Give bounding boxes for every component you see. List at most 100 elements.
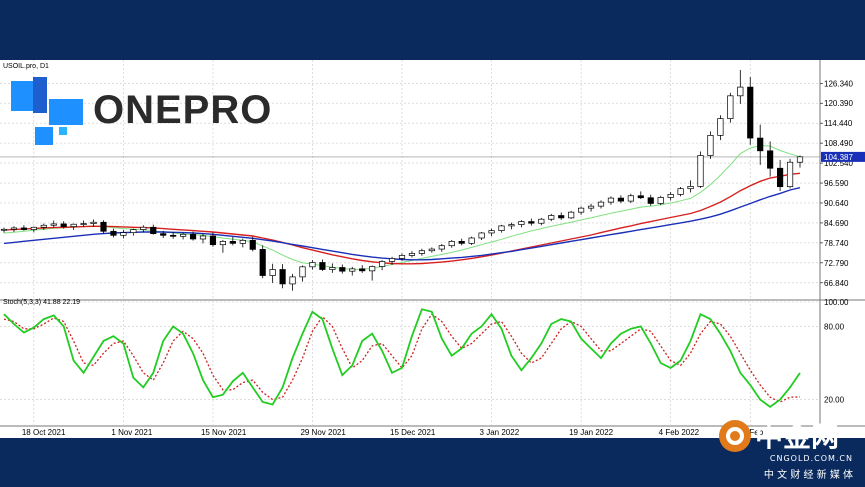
ma-mid-line: [3, 172, 801, 265]
candle-body: [578, 207, 585, 213]
candle-body: [657, 197, 664, 204]
price-tick-label: 96.590: [824, 179, 849, 188]
candle: [418, 248, 425, 256]
price-tick-label: 72.790: [824, 259, 849, 268]
candle-body: [388, 258, 396, 262]
candle: [279, 264, 286, 289]
date-tick-label: 19 Jan 2022: [569, 428, 614, 437]
candle: [458, 238, 465, 246]
candle-body: [359, 268, 366, 272]
candle: [767, 141, 774, 177]
candle-body: [707, 135, 714, 156]
candle-body: [209, 235, 217, 246]
price-chart-svg: 126.340 120.390 114.440 108.490 102.540 96.59…: [0, 60, 865, 437]
candle: [398, 253, 406, 261]
candle-body: [458, 240, 465, 244]
candle: [249, 236, 256, 252]
candle-body: [339, 267, 346, 272]
price-tick-label: 84.690: [824, 219, 849, 228]
onepro-logo-mark-icon: [11, 77, 83, 145]
candle: [239, 238, 246, 248]
candlestick-layer: [0, 70, 804, 291]
candle: [448, 240, 455, 248]
grid-layer: [0, 60, 865, 427]
candle: [558, 212, 565, 220]
cngold-logo: 中金网: [719, 420, 839, 452]
candle: [607, 196, 615, 205]
date-tick-label: 29 Nov 2021: [300, 428, 346, 437]
stoch-label: Stoch(5,3,3) 41.88 22.19: [3, 299, 80, 306]
candle-body: [498, 225, 505, 231]
date-tick-label: 22 Feb: [738, 428, 763, 437]
candle-body: [737, 86, 744, 97]
date-tick-label: 3 Jan 2022: [480, 428, 520, 437]
candle-body: [289, 276, 296, 285]
candle-body: [767, 150, 774, 169]
axis-layer: 126.340 120.390 114.440 108.490 102.540 96.59…: [22, 79, 865, 437]
candle: [568, 210, 575, 219]
candle-body: [757, 137, 764, 152]
price-tick-label: 108.490: [824, 139, 853, 148]
candle-body: [796, 156, 804, 163]
candle-body: [279, 269, 286, 285]
date-tick-label: 4 Feb 2022: [659, 428, 700, 437]
candle: [10, 226, 18, 232]
candle-body: [687, 186, 694, 190]
candle: [80, 220, 87, 228]
candle-body: [100, 221, 107, 232]
candle-body: [538, 218, 545, 224]
candle: [587, 203, 595, 212]
candle-body: [150, 226, 157, 234]
candle: [130, 228, 137, 236]
candle-body: [180, 233, 187, 237]
price-tick-label: 126.340: [824, 79, 853, 88]
candle-body: [448, 240, 455, 247]
candle-body: [518, 221, 525, 225]
current-price-badge: [821, 151, 865, 162]
candle: [518, 220, 525, 228]
candle: [309, 260, 316, 270]
candle-body: [508, 224, 515, 227]
candle-body: [130, 229, 137, 233]
candle-body: [379, 261, 386, 267]
candle-body: [329, 267, 336, 270]
candle-body: [468, 237, 475, 244]
candle: [687, 180, 694, 193]
candle: [667, 192, 674, 201]
candle-body: [239, 239, 246, 244]
candle: [408, 251, 416, 258]
candle: [319, 259, 326, 271]
candle-body: [398, 255, 406, 259]
candle-body: [249, 239, 256, 250]
chart-panel: 126.340 120.390 114.440 108.490 102.540 96.59…: [0, 60, 865, 438]
candle: [548, 213, 555, 222]
candle-body: [786, 161, 794, 188]
candle: [677, 187, 684, 197]
ma-fast-line: [3, 144, 801, 271]
candle: [478, 231, 485, 241]
candle: [329, 263, 336, 273]
candle: [617, 195, 624, 204]
candle-body: [558, 215, 565, 219]
candle: [160, 230, 167, 238]
candle-body: [637, 195, 644, 199]
date-tick-label: 1 Nov 2021: [111, 428, 152, 437]
price-tick-label: 66.840: [824, 279, 849, 288]
watermark-text: 中金网: [755, 420, 839, 452]
candle-body: [627, 195, 634, 202]
candle-body: [60, 223, 67, 227]
candle: [219, 240, 226, 253]
candle: [349, 266, 356, 276]
candle: [717, 115, 724, 141]
candle: [488, 228, 495, 236]
candle-body: [478, 232, 485, 239]
candle: [40, 223, 47, 230]
candle-body: [110, 230, 117, 236]
candle-body: [120, 232, 127, 236]
candle-body: [369, 266, 376, 272]
candle: [647, 194, 654, 206]
candle-body: [747, 86, 754, 139]
candle: [796, 155, 804, 168]
candle-body: [617, 197, 624, 202]
candle: [269, 263, 276, 283]
